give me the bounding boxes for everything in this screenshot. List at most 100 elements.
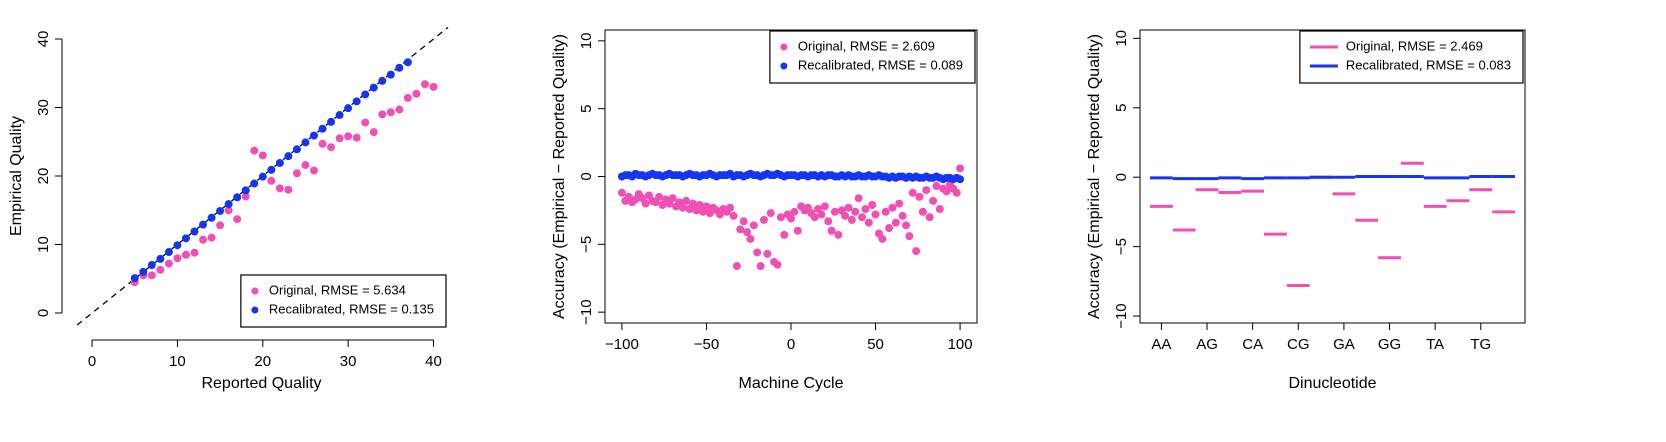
point (905, 232, 914, 241)
y-tick-label: −5 (578, 236, 595, 253)
y-axis-title: Empirical Quality (8, 116, 25, 236)
legend-swatch (251, 306, 259, 314)
x-tick-label: AA (1151, 336, 1171, 353)
legend-swatch (780, 43, 788, 51)
x-tick-label: 40 (425, 353, 442, 370)
legend-swatch (251, 287, 259, 295)
point (190, 248, 199, 257)
legend: Original, RMSE = 5.634 Recalibrated, RMSE… (240, 274, 447, 328)
point (344, 104, 353, 113)
legend-label: Recalibrated, RMSE = 0.135 (269, 301, 434, 316)
point (912, 247, 921, 256)
point (729, 211, 738, 220)
point (820, 202, 829, 211)
point (766, 209, 775, 218)
point (216, 206, 225, 215)
point (847, 215, 856, 224)
point (292, 169, 301, 178)
point (361, 90, 370, 99)
y-tick-label: 10 (578, 33, 595, 50)
point (173, 241, 182, 250)
point (834, 230, 843, 239)
point (130, 274, 139, 283)
x-tick-label: AG (1196, 336, 1218, 353)
point (888, 203, 897, 212)
y-tick-label: 30 (35, 99, 52, 116)
legend-label: Recalibrated, RMSE = 0.083 (1346, 57, 1511, 72)
x-tick-label: −100 (605, 336, 639, 353)
point (952, 188, 961, 197)
point (780, 230, 789, 239)
panel: 0 10 20 30 40 0 10 20 30 40 Reported Quality Empiri… (8, 26, 449, 392)
point (895, 199, 904, 208)
y-tick-label: 0 (578, 172, 595, 180)
point (292, 145, 301, 154)
point (868, 200, 877, 209)
point (327, 143, 336, 152)
point (929, 196, 938, 205)
point (420, 80, 429, 89)
point (156, 265, 165, 274)
point (301, 161, 310, 170)
x-tick-label: TG (1470, 336, 1491, 353)
legend-swatch (780, 62, 788, 70)
point (386, 70, 395, 79)
point (736, 225, 745, 234)
point (378, 76, 387, 85)
point (386, 108, 395, 117)
point (395, 105, 404, 114)
point (746, 234, 755, 243)
point (327, 117, 336, 126)
point (301, 138, 310, 147)
legend-box (240, 274, 447, 328)
y-tick-label: 5 (1113, 104, 1130, 112)
point (759, 215, 768, 224)
point (250, 179, 259, 188)
point (224, 206, 233, 215)
point (216, 221, 225, 230)
point (682, 196, 691, 205)
point (678, 203, 687, 212)
panel: −10 −5 0 5 10 AA AG CA CG GA GG TA TG Dinucleotide Acc… (1086, 29, 1526, 392)
y-tick-label: −5 (1113, 238, 1130, 255)
point (908, 188, 917, 197)
point (275, 158, 284, 167)
identity-line (76, 26, 449, 326)
point (361, 118, 370, 127)
legend: Original, RMSE = 2.469 Recalibrated, RMSE… (1299, 30, 1524, 84)
point (352, 133, 361, 142)
x-tick-label: 20 (254, 353, 271, 370)
point (309, 166, 318, 175)
x-tick-label: −50 (694, 336, 719, 353)
point (335, 111, 344, 120)
point (275, 184, 284, 193)
point (756, 262, 765, 271)
point (369, 128, 378, 137)
point (344, 132, 353, 141)
point (617, 188, 626, 197)
point (199, 220, 208, 229)
x-tick-label: 100 (948, 336, 973, 353)
x-tick-label: GA (1333, 336, 1355, 353)
y-tick-label: 0 (1113, 173, 1130, 181)
x-tick-label: 0 (88, 353, 96, 370)
point (871, 210, 880, 219)
x-tick-label: TA (1426, 336, 1444, 353)
y-tick-label: 10 (1113, 30, 1130, 47)
point (224, 200, 233, 209)
point (810, 213, 819, 222)
point (688, 199, 697, 208)
point (241, 186, 250, 195)
point (956, 175, 965, 184)
point (156, 254, 165, 263)
x-tick-label: 0 (787, 336, 795, 353)
y-tick-label: −10 (1113, 303, 1130, 328)
point (841, 211, 850, 220)
point (861, 205, 870, 214)
point (918, 207, 927, 216)
point (241, 192, 250, 201)
point (207, 233, 216, 242)
point (250, 146, 259, 155)
